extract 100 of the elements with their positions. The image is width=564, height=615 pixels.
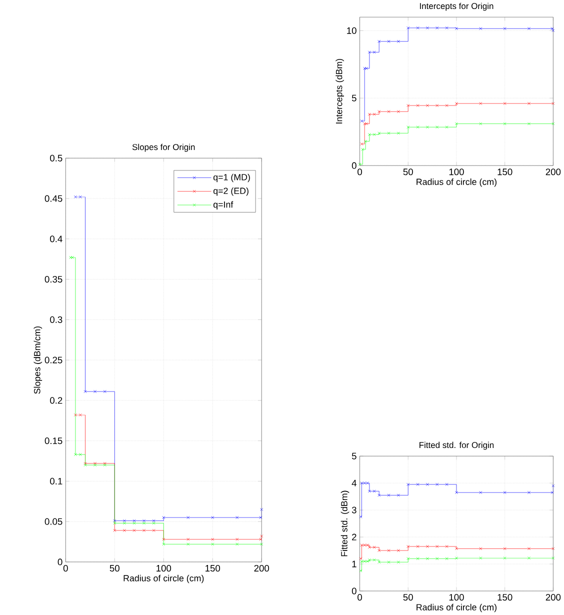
point: [387, 110, 390, 114]
point: [378, 560, 381, 564]
point: [132, 528, 136, 532]
point: [528, 491, 531, 494]
point: [397, 560, 400, 564]
point: [397, 40, 400, 43]
chart-title: Slopes for Origin: [132, 144, 195, 152]
point: [550, 491, 554, 494]
x-tick-label: 50: [403, 594, 414, 601]
x-tick-label: 200: [546, 168, 561, 176]
point: [406, 544, 410, 548]
y-tick-label: 1: [352, 560, 356, 568]
y-tick-label: 0.5: [50, 154, 62, 162]
x-tick-label: 200: [254, 564, 270, 572]
point: [503, 122, 506, 126]
y-tick-label: 5: [352, 94, 356, 102]
point: [479, 491, 482, 494]
point: [152, 528, 156, 532]
point: [528, 122, 531, 126]
point: [363, 66, 366, 70]
point: [503, 547, 506, 550]
legend-label: q=2 (ED): [214, 187, 249, 196]
y-axis-title: Slopes (dBm/cm): [34, 326, 42, 394]
point: [426, 126, 430, 129]
point: [103, 390, 106, 394]
point: [445, 482, 448, 486]
point: [416, 482, 420, 486]
point: [259, 516, 262, 520]
legend-label: q=1 (MD): [214, 174, 250, 182]
point: [378, 40, 381, 43]
point: [436, 544, 439, 548]
point: [436, 482, 439, 486]
point: [152, 522, 156, 525]
point: [479, 556, 482, 560]
y-tick-label: 0.45: [44, 195, 62, 202]
y-tick-label: 2: [352, 534, 356, 540]
point: [436, 126, 439, 129]
x-tick-label: 100: [156, 564, 172, 572]
point: [479, 27, 482, 30]
point: [455, 491, 458, 494]
x-tick-label: 50: [403, 168, 414, 176]
point: [479, 122, 482, 126]
x-tick-label: 200: [546, 594, 561, 601]
y-tick-label: 0.1: [50, 478, 62, 484]
y-tick-label: 3: [352, 506, 356, 514]
legend-label: q=Inf: [214, 201, 234, 210]
chart-title: Intercepts for Origin: [420, 2, 494, 11]
point: [387, 560, 390, 564]
y-tick-label: 0.4: [50, 236, 62, 242]
point: [426, 104, 430, 108]
point: [416, 26, 420, 30]
point: [361, 148, 364, 151]
point: [445, 104, 448, 108]
y-tick-label: 0: [58, 558, 62, 566]
point: [503, 27, 506, 30]
y-tick-label: 0: [352, 162, 356, 169]
point: [378, 132, 381, 135]
point: [387, 132, 390, 135]
y-tick-label: 0.25: [44, 356, 62, 364]
point: [363, 544, 366, 547]
point: [387, 494, 390, 497]
point: [364, 140, 368, 143]
point: [406, 126, 410, 129]
point: [445, 557, 448, 560]
point: [426, 482, 430, 486]
point: [445, 126, 448, 129]
point: [528, 556, 531, 560]
point: [142, 519, 146, 522]
point: [397, 549, 400, 552]
point: [378, 110, 381, 114]
point: [455, 102, 458, 105]
y-tick-label: 0.35: [44, 276, 62, 283]
point: [426, 26, 430, 30]
point: [186, 538, 190, 541]
point: [406, 26, 410, 30]
point: [416, 126, 420, 129]
point: [455, 556, 458, 560]
point: [113, 528, 116, 532]
point: [186, 516, 190, 520]
x-axis-title: Radius of circle (cm): [416, 604, 497, 612]
point: [211, 516, 214, 520]
point: [113, 519, 116, 522]
x-axis-title: Radius of circle (cm): [416, 178, 497, 187]
point: [211, 538, 214, 541]
x-tick-label: 100: [449, 594, 464, 601]
point: [397, 132, 400, 135]
point: [455, 547, 458, 550]
point: [406, 482, 410, 486]
x-tick-label: 150: [498, 168, 512, 176]
point: [455, 122, 458, 126]
point: [528, 102, 531, 105]
point: [378, 494, 381, 497]
point: [426, 544, 430, 548]
point: [455, 27, 458, 30]
point: [152, 519, 156, 522]
y-tick-label: 0.3: [50, 316, 62, 323]
point: [387, 549, 390, 552]
x-tick-label: 100: [449, 168, 464, 176]
point: [142, 528, 146, 532]
y-tick-label: 0.2: [50, 397, 62, 404]
